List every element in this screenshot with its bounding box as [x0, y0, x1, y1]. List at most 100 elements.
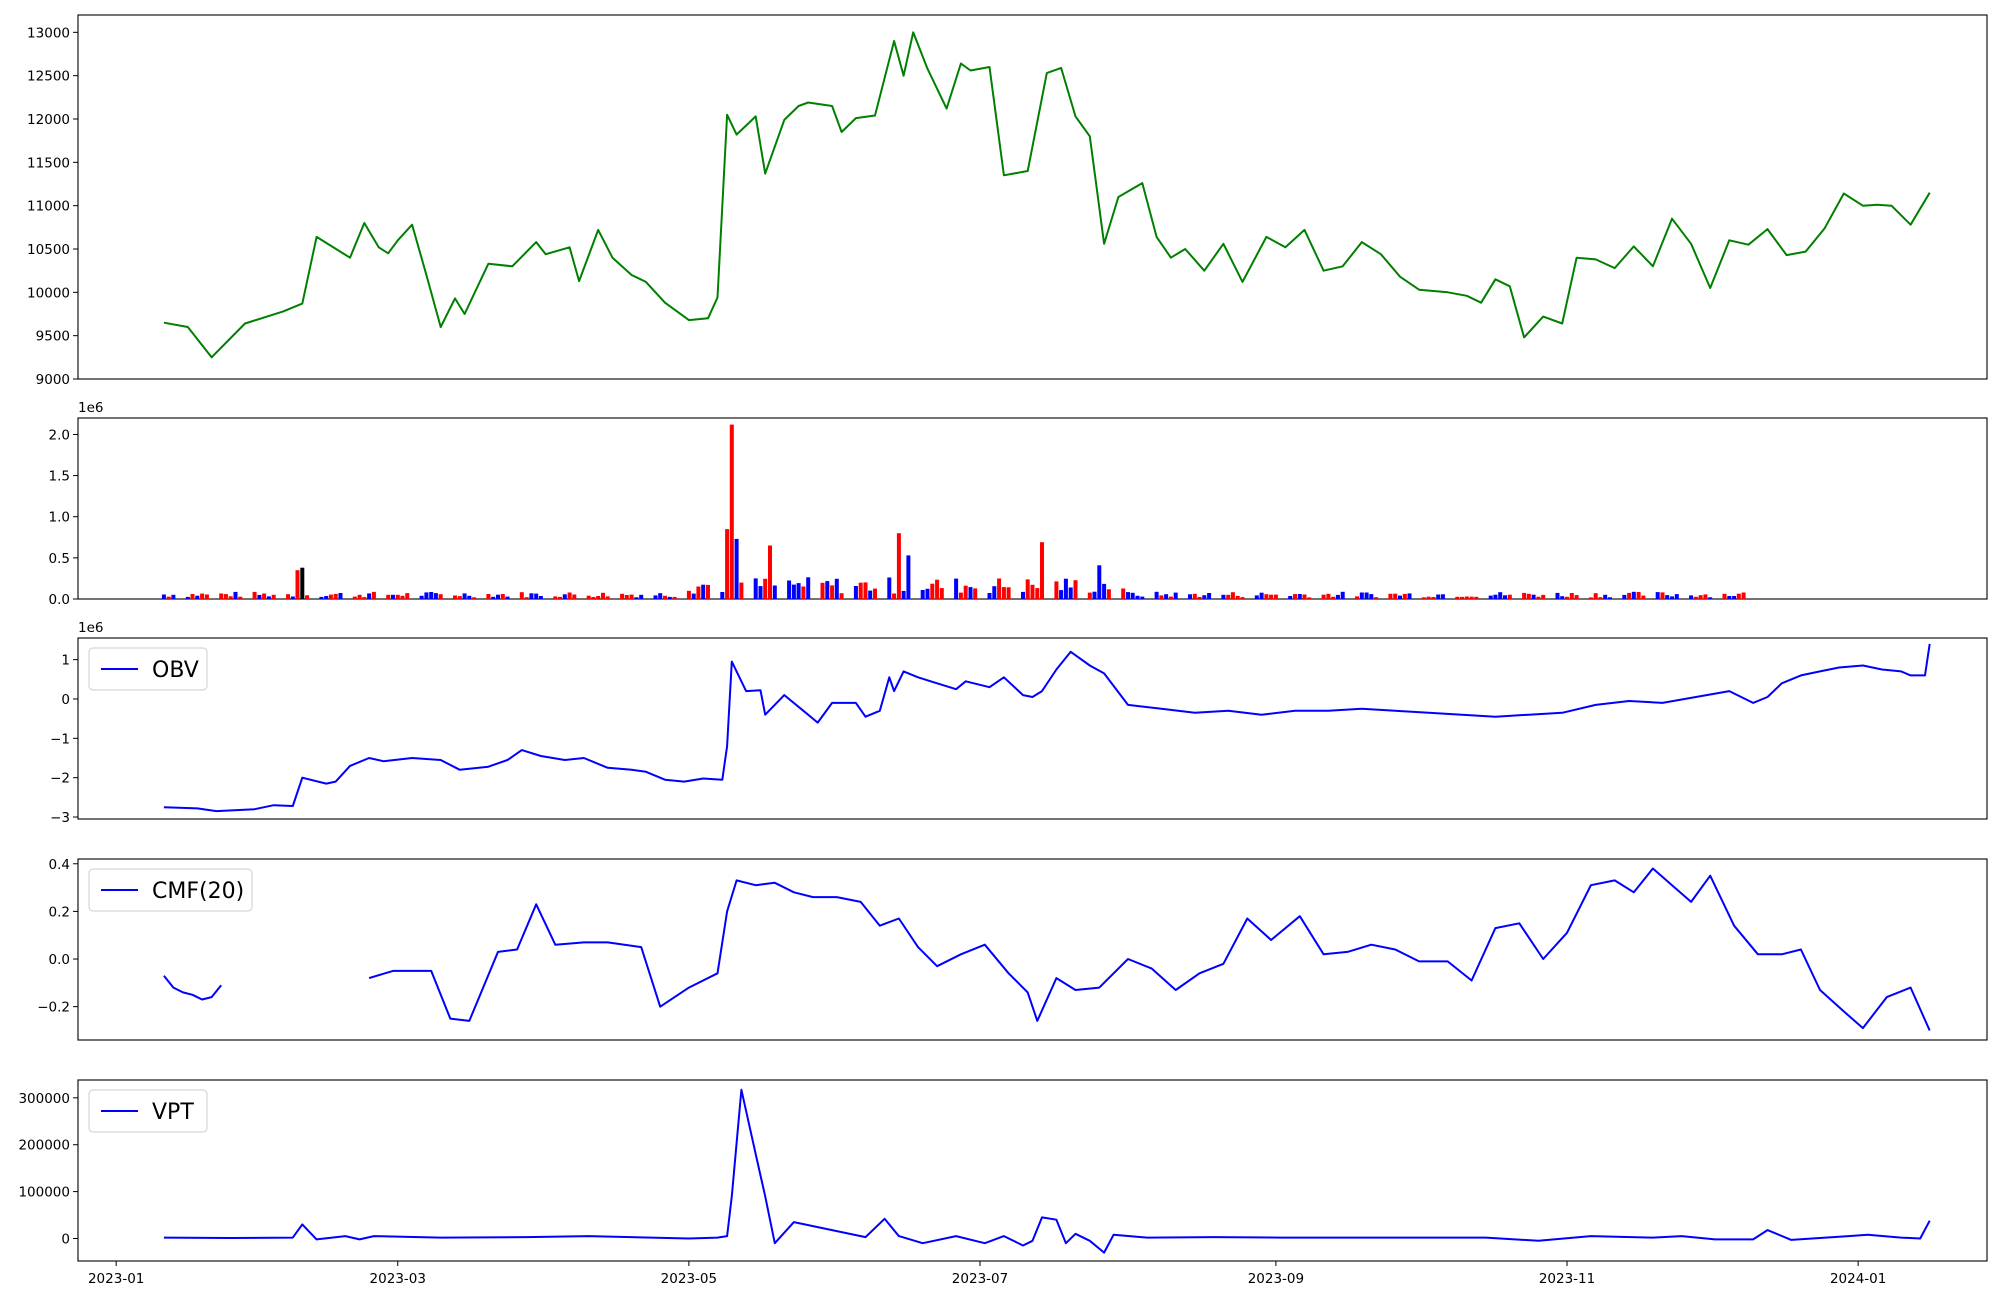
volume-bar: [1269, 594, 1274, 599]
volume-bar: [1254, 595, 1259, 599]
volume-bar: [290, 596, 295, 599]
volume-bar: [658, 593, 663, 599]
volume-bar: [324, 596, 329, 599]
volume-bar: [796, 583, 801, 599]
volume-bar: [1708, 597, 1713, 599]
cmf-legend-label: CMF(20): [152, 879, 244, 904]
volume-bar: [1407, 593, 1412, 599]
volume-bar: [496, 594, 500, 599]
volume-multiplier-label: 1e6: [78, 400, 103, 416]
volume-bar: [286, 594, 290, 599]
volume-bar: [925, 588, 930, 599]
volume-bar: [1097, 565, 1102, 599]
obv-line: [163, 643, 1931, 813]
volume-bar: [1087, 592, 1092, 599]
volume-bar: [591, 597, 596, 599]
volume-bar: [1297, 594, 1302, 599]
volume-bar: [1106, 589, 1111, 599]
vpt-axes-frame: [77, 1079, 1988, 1262]
obv-legend-box: [88, 647, 208, 691]
volume-bar: [1164, 594, 1169, 599]
obv-ytick-label: −2: [50, 771, 70, 787]
x-tick-label: 2023-01: [88, 1271, 144, 1287]
volume-bar: [1598, 597, 1603, 599]
cmf-ytick-label: −0.2: [37, 1000, 70, 1016]
volume-bar: [1631, 591, 1636, 599]
vpt-ytick-label: 200000: [18, 1138, 70, 1154]
price-ytick-label: 10000: [27, 285, 70, 301]
volume-bar: [1531, 594, 1536, 599]
volume-bar: [357, 594, 362, 599]
price-ytick-label: 9000: [36, 372, 70, 388]
volume-bar: [892, 593, 897, 599]
volume-bar: [1068, 587, 1073, 599]
volume-bar: [233, 591, 238, 599]
volume-bar: [1736, 593, 1741, 599]
volume-bar: [1693, 596, 1698, 599]
volume-bar: [1331, 596, 1336, 599]
volume-bar: [1398, 595, 1402, 599]
volume-bar: [1355, 596, 1359, 599]
volume-bar: [586, 595, 591, 599]
volume-bar: [1240, 597, 1245, 599]
volume-bar: [1660, 592, 1665, 599]
x-tick-label: 2023-09: [1248, 1271, 1304, 1287]
volume-bar: [963, 585, 968, 599]
volume-bar: [1230, 592, 1235, 599]
volume-bar: [1359, 592, 1364, 599]
volume-bar: [1588, 597, 1593, 599]
vpt-line: [163, 1088, 1931, 1254]
obv-ytick-label: 1: [61, 653, 70, 669]
volume-bar: [1689, 595, 1694, 599]
volume-bar: [1154, 591, 1159, 599]
volume-bar: [1135, 595, 1140, 599]
volume-bar: [386, 594, 391, 599]
volume-bar: [262, 593, 267, 599]
volume-bar: [973, 588, 978, 599]
volume-bar: [1670, 596, 1674, 599]
volume-bar: [572, 594, 577, 599]
volume-ytick-label: 1.0: [49, 510, 70, 526]
volume-bar: [1221, 594, 1226, 599]
volume-bar: [500, 594, 505, 599]
volume-bar: [763, 578, 768, 599]
volume-bar: [1402, 593, 1407, 599]
volume-bar: [906, 555, 911, 599]
price-line: [163, 31, 1931, 359]
vpt-ytick-label: 100000: [18, 1185, 70, 1201]
volume-ytick-label: 2.0: [49, 427, 70, 443]
volume-bar: [596, 596, 601, 599]
volume-bar: [1054, 581, 1059, 599]
volume-bar: [1335, 594, 1340, 599]
volume-bar: [706, 584, 710, 599]
volume-bar: [1522, 592, 1527, 599]
volume-axes-frame: [77, 417, 1988, 600]
volume-bar: [801, 586, 806, 599]
volume-bar: [873, 588, 877, 599]
volume-bar: [1307, 597, 1312, 599]
cmf-ytick-label: 0.2: [49, 904, 70, 920]
volume-bar: [1364, 592, 1369, 599]
volume-bar: [524, 597, 529, 599]
volume-bar: [400, 595, 405, 599]
vpt-ytick-label: 0: [61, 1231, 70, 1247]
volume-bar: [1665, 595, 1670, 599]
volume-bar: [1507, 594, 1512, 599]
volume-bar: [839, 593, 844, 599]
volume-bar: [1488, 595, 1493, 599]
volume-bar: [1259, 592, 1264, 599]
volume-bar: [696, 586, 701, 599]
volume-bar: [429, 592, 434, 599]
volume-bar: [1421, 597, 1426, 599]
volume-bar: [405, 593, 410, 599]
obv-multiplier-label: 1e6: [78, 620, 103, 636]
volume-bar: [1197, 596, 1202, 599]
volume-bar: [691, 593, 696, 599]
volume-bar: [729, 424, 734, 599]
volume-bar: [1565, 596, 1569, 599]
volume-ytick-label: 1.5: [49, 469, 70, 485]
cmf-legend-box: [88, 868, 253, 912]
volume-bar: [305, 595, 310, 599]
volume-bar: [433, 593, 438, 599]
volume-bar: [1727, 596, 1732, 599]
